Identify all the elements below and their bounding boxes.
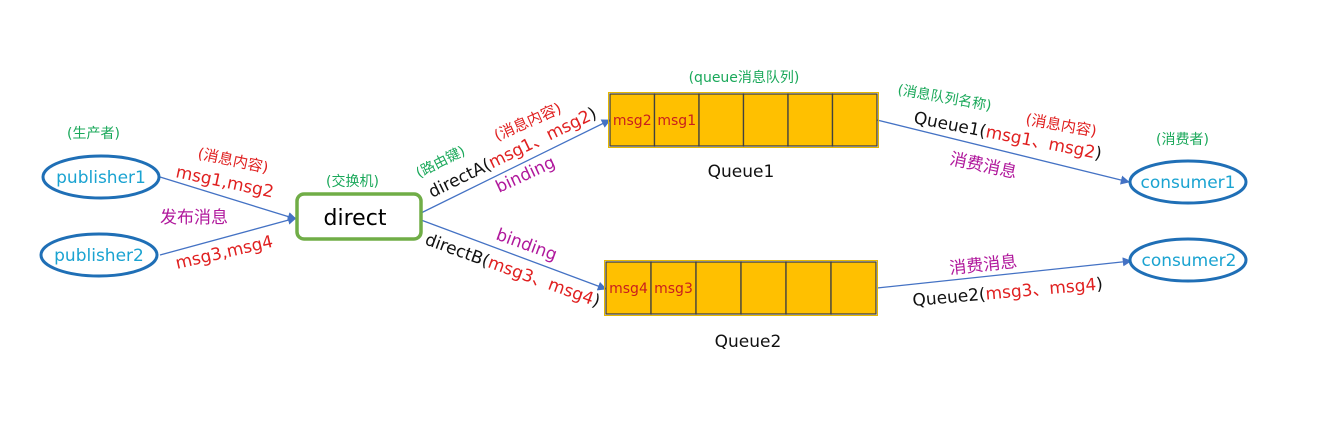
queue1-outline [608,92,879,148]
queue2-cell-message: msg4 [609,281,648,297]
publisher2-label: publisher2 [54,246,144,266]
queue-header-label: (queue消息队列) [689,69,800,86]
queue1-cell [742,93,789,147]
publisher-group-label: (生产者) [67,126,120,142]
publisher1-node [41,154,161,200]
consumer1-label: consumer1 [1141,173,1236,193]
queue2-cell-message: msg3 [654,281,693,297]
queue2-cell [740,261,787,315]
consumer-group-label: (消费者) [1156,132,1209,148]
consume-q1-action: 消费消息 [948,149,1019,183]
arrow-queue2-to-consumer2 [876,257,1132,289]
arrow-publisher2-to-exchange [159,215,297,256]
queue2-cell [650,261,697,315]
queue2-cell [605,261,652,315]
publisher2-messages: msg3,msg4 [174,232,275,274]
arrow-queue1-to-consumer1 [876,119,1130,185]
queue1-cell [609,93,656,147]
queue2-cell [695,261,742,315]
exchange-name: direct [324,206,387,231]
arrow-exchange-to-queue2 [420,219,607,291]
queue1-cell-message: msg1 [657,113,696,129]
queue1-cell-message: msg2 [613,113,652,129]
queue2-cell [830,261,877,315]
queue1-cell [831,93,878,147]
queue2-name: Queue2 [715,332,782,352]
queue1-cell [787,93,834,147]
consume-q2-text: Queue2(msg3、msg4) [912,274,1104,311]
arrow-publisher1-to-exchange [159,176,297,221]
exchange-node [295,192,423,241]
queue2-outline [604,260,878,316]
publisher2-node [39,232,159,278]
consumer2-node [1128,237,1248,283]
arrow-exchange-to-queue1 [420,119,611,214]
publisher1-label: publisher1 [56,168,146,188]
consumer2-label: consumer2 [1142,251,1237,271]
exchange-label: (交换机) [326,173,379,190]
consumer1-node [1128,159,1248,205]
queue1-cell [698,93,745,147]
publish-action-label: 发布消息 [160,208,228,228]
consume-q2-action: 消费消息 [948,252,1018,279]
queue-name-note: (消息队列名称) [896,81,992,114]
queue1-name: Queue1 [708,162,775,182]
queue2-box: msg4 msg3 [604,260,878,316]
queue2-cell [785,261,832,315]
queue1-box: msg2 msg1 [608,92,879,148]
